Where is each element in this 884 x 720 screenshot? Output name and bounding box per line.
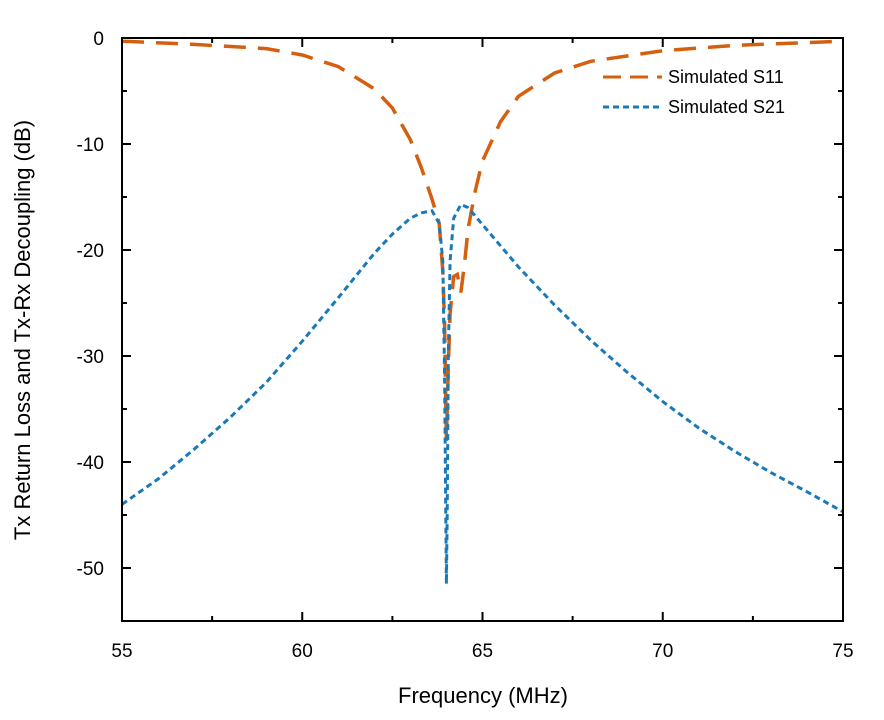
x-axis-label: Frequency (MHz) [398,683,568,708]
plot-frame [121,37,844,622]
series-layer [121,39,844,584]
y-tick-label: -10 [77,135,104,156]
x-tick-label: 70 [652,641,673,662]
x-tick-label: 65 [472,641,493,662]
x-tick-label: 55 [111,641,132,662]
series-line-s21 [121,202,844,584]
y-tick-label: -20 [77,241,104,262]
legend: Simulated S11 Simulated S21 [603,67,785,117]
legend-label-s11: Simulated S11 [668,67,784,87]
y-tick-label: -50 [77,559,104,580]
y-axis-label: Tx Return Loss and Tx-Rx Decoupling (dB) [10,120,35,540]
y-tick-label: 0 [93,29,104,50]
x-tick-label: 60 [292,641,313,662]
legend-label-s21: Simulated S21 [668,97,785,117]
x-tick-label: 75 [832,641,853,662]
y-tick-label: -40 [77,453,104,474]
ticks-layer: 55 60 65 70 75 0 -10 -20 -30 -40 -50 [77,29,854,662]
y-tick-label: -30 [77,347,104,368]
